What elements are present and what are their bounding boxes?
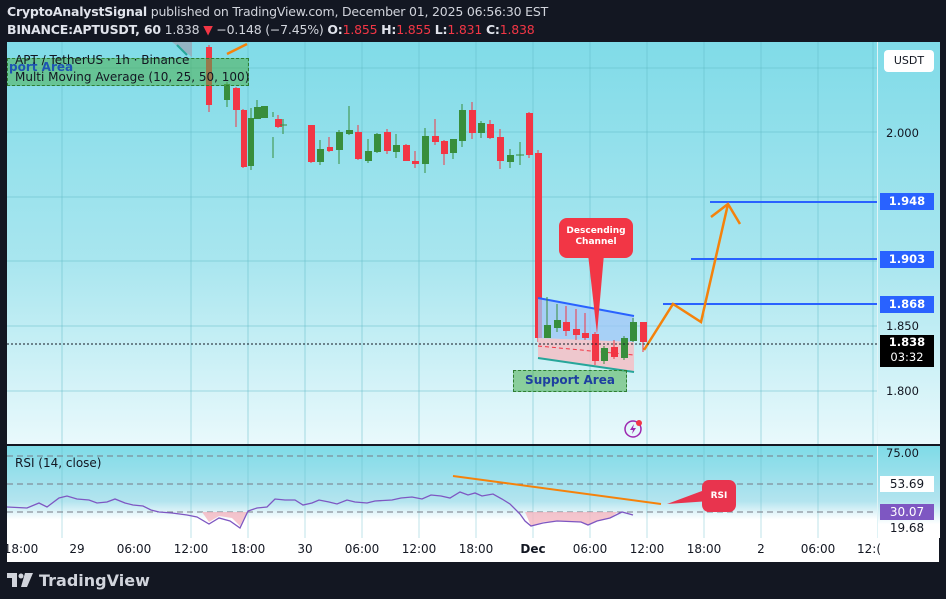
open-value: 1.855 — [342, 22, 378, 37]
rsi-label-75: 75.00 — [886, 446, 919, 460]
publish-header: CryptoAnalystSignal published on Trading… — [0, 0, 946, 42]
close-label: C: — [485, 22, 500, 37]
time-tick: 18:00 — [230, 542, 266, 556]
time-tick: 12:( — [857, 542, 881, 556]
level-tag-1948: 1.948 — [880, 193, 934, 210]
last-price-tag: 1.838 03:32 — [880, 335, 934, 367]
symbol-label: BINANCE:APTUSDT, 60 — [7, 22, 161, 37]
rsi-label-19-68: 19.68 — [889, 521, 925, 535]
level-tag-1868: 1.868 — [880, 296, 934, 313]
price-label-2000: 2.000 — [886, 126, 919, 140]
chart-legend-symbol[interactable]: APT / TetherUS · 1h · Binance — [15, 53, 190, 67]
last-price-value: 1.838 — [888, 335, 926, 349]
price-change: −0.148 (−7.45%) — [216, 22, 324, 37]
rsi-current-tag: 30.07 — [880, 504, 934, 520]
support-area-label: Support Area — [525, 373, 615, 387]
rsi-chart-canvas — [7, 446, 877, 538]
time-tick: 06:00 — [800, 542, 836, 556]
price-axis[interactable]: USDT 2.000 1.948 1.903 1.868 1.850 1.838… — [877, 42, 940, 444]
price-chart-canvas — [7, 42, 877, 444]
price-label-1850: 1.850 — [886, 319, 919, 333]
time-tick: 18:00 — [3, 542, 39, 556]
support-area-label-top: port Area — [9, 60, 74, 74]
brand-name: TradingView — [39, 570, 150, 590]
pane-separator[interactable] — [7, 444, 939, 446]
time-axis[interactable]: 18:00 29 06:00 12:00 18:00 30 06:00 12:0… — [3, 538, 939, 562]
time-tick: 18:00 — [458, 542, 494, 556]
indicator-legend[interactable]: Multi Moving Average (10, 25, 50, 100) — [15, 70, 250, 84]
publisher-name[interactable]: CryptoAnalystSignal — [7, 4, 147, 19]
time-tick: 12:00 — [401, 542, 437, 556]
time-tick: 2 — [757, 542, 765, 556]
rsi-label-53-69: 53.69 — [880, 476, 934, 492]
chart-frame: port Area APT / TetherUS · 1h · Binance … — [3, 42, 940, 562]
time-tick: 06:00 — [116, 542, 152, 556]
time-tick: 06:00 — [344, 542, 380, 556]
price-pane[interactable]: port Area APT / TetherUS · 1h · Binance … — [7, 42, 877, 444]
level-tag-1903: 1.903 — [880, 251, 934, 268]
time-tick: 30 — [297, 542, 313, 556]
time-tick: 29 — [69, 542, 85, 556]
symbol-info: BINANCE:APTUSDT, 60 1.838 ▼ −0.148 (−7.4… — [7, 22, 535, 37]
time-tick: 06:00 — [572, 542, 608, 556]
bar-countdown: 03:32 — [890, 350, 924, 364]
published-text: published on TradingView.com, December 0… — [150, 4, 549, 19]
last-price: 1.838 — [164, 22, 200, 37]
rsi-callout: RSI — [702, 480, 736, 512]
support-area-zone-top — [7, 58, 249, 86]
tradingview-logo-icon — [7, 573, 33, 587]
time-tick: 12:00 — [173, 542, 209, 556]
time-tick: 12:00 — [629, 542, 665, 556]
close-value: 1.838 — [499, 22, 535, 37]
low-label: L: — [434, 22, 448, 37]
descending-channel-callout: Descending Channel — [559, 218, 633, 258]
time-tick: 18:00 — [686, 542, 722, 556]
tradingview-branding[interactable]: TradingView — [7, 570, 150, 590]
publish-info: CryptoAnalystSignal published on Trading… — [7, 4, 548, 19]
triangle-down-icon: ▼ — [203, 22, 213, 37]
low-value: 1.831 — [447, 22, 483, 37]
rsi-axis[interactable]: 75.00 53.69 30.07 19.68 — [877, 446, 940, 538]
price-label-1800: 1.800 — [886, 384, 919, 398]
rsi-pane[interactable]: RSI (14, close) RSI — [7, 446, 877, 538]
rsi-legend[interactable]: RSI (14, close) — [15, 456, 102, 470]
lightning-alert-icon[interactable] — [624, 420, 642, 438]
time-tick-dec: Dec — [520, 542, 546, 556]
currency-selector[interactable]: USDT — [884, 50, 934, 72]
high-value: 1.855 — [396, 22, 432, 37]
open-label: O: — [327, 22, 343, 37]
high-label: H: — [381, 22, 397, 37]
support-area-zone: Support Area — [513, 370, 627, 392]
